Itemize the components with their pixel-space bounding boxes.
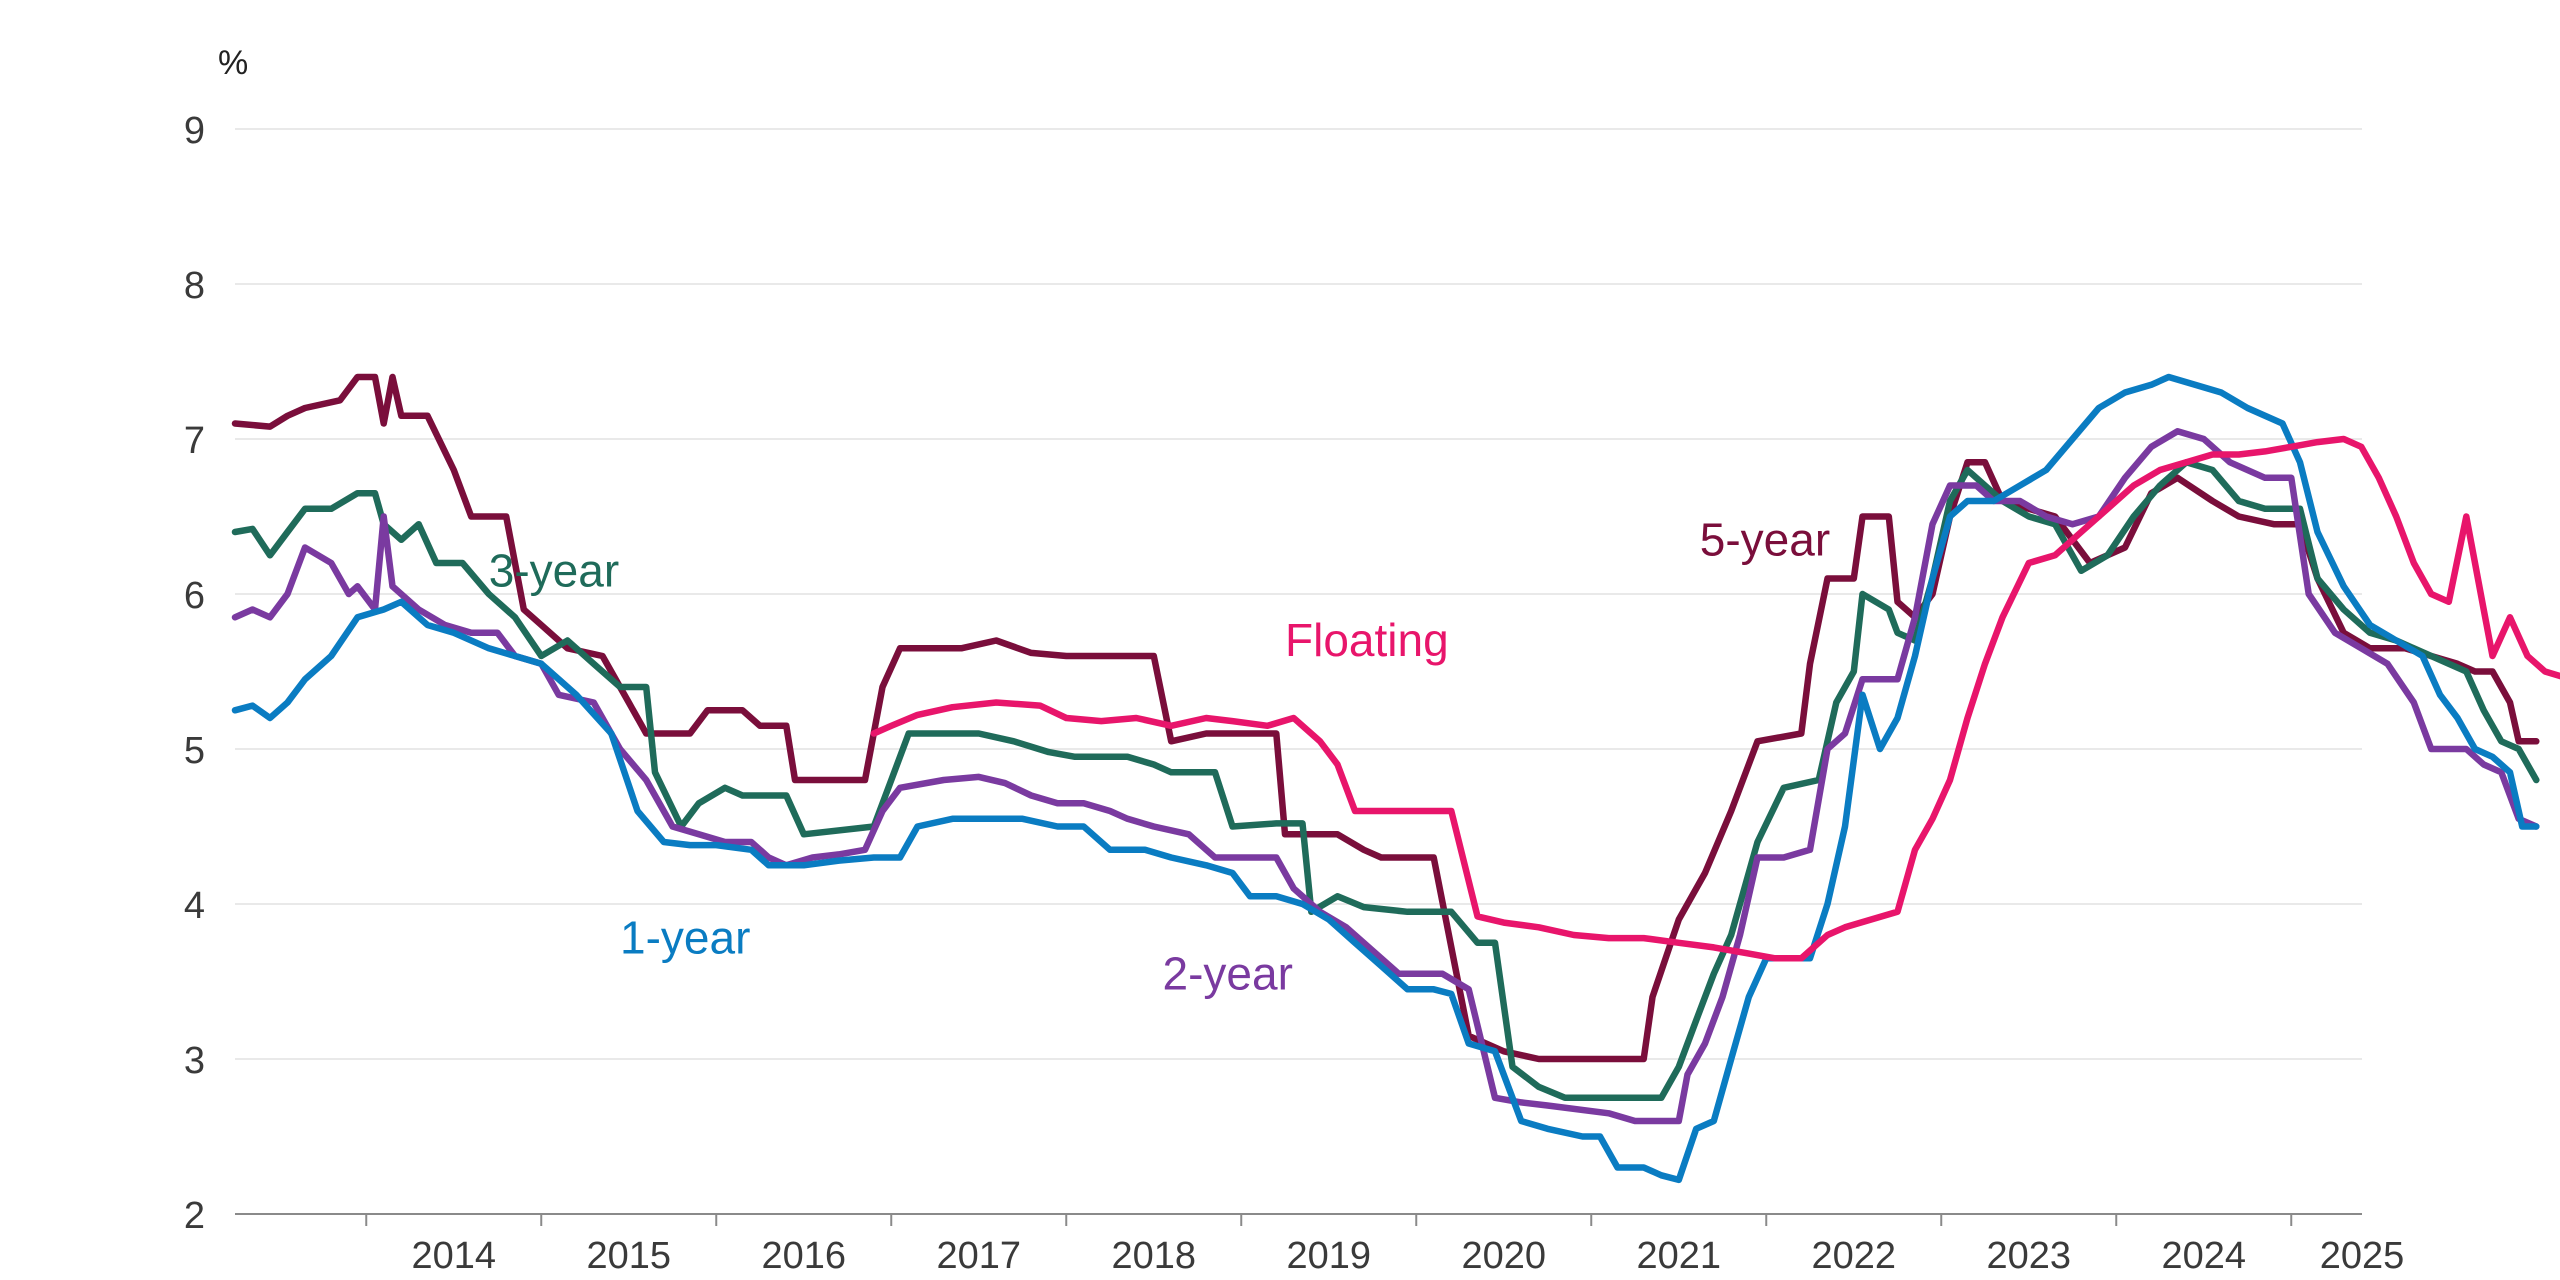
y-tick-label-9: 9 — [184, 110, 205, 152]
series-label-floating: Floating — [1285, 614, 1449, 666]
y-tick-labels: 2 3 4 5 6 7 8 9 — [184, 110, 205, 1237]
y-tick-label-3: 3 — [184, 1040, 205, 1082]
x-tick-label-2025: 2025 — [2320, 1235, 2405, 1277]
series-line-5-year — [231, 373, 2540, 1063]
y-tick-label-5: 5 — [184, 730, 205, 772]
y-tick-label-4: 4 — [184, 885, 205, 927]
x-tick-label-2019: 2019 — [1286, 1235, 1371, 1277]
x-tick-label-2021: 2021 — [1636, 1235, 1721, 1277]
y-tick-label-6: 6 — [184, 575, 205, 617]
x-tick-label-2024: 2024 — [2161, 1235, 2246, 1277]
y-tick-label-7: 7 — [184, 420, 205, 462]
x-tick-label-2017: 2017 — [936, 1235, 1021, 1277]
series-line-1-year — [231, 373, 2540, 1184]
x-tick-label-2022: 2022 — [1811, 1235, 1896, 1277]
x-tick-label-2014: 2014 — [411, 1235, 496, 1277]
x-tick-label-2016: 2016 — [761, 1235, 846, 1277]
series-lines — [231, 373, 2560, 1184]
x-tick-label-2020: 2020 — [1461, 1235, 1546, 1277]
y-tick-label-8: 8 — [184, 265, 205, 307]
x-ticks: 2014 2015 2016 2017 2018 2019 2020 2021 2022 2023… — [365, 1214, 2405, 1277]
y-unit-label: % — [218, 44, 248, 82]
series-label-5-year: 5-year — [1700, 513, 1830, 565]
x-tick-label-2015: 2015 — [586, 1235, 671, 1277]
x-tick-label-2018: 2018 — [1111, 1235, 1196, 1277]
series-labels: 5-year 3-year 2-year 1-year Floating — [489, 513, 1830, 999]
x-tick-label-2023: 2023 — [1986, 1235, 2071, 1277]
series-line-floating — [870, 435, 2560, 962]
series-label-3-year: 3-year — [489, 544, 619, 596]
y-gridlines — [235, 128, 2362, 1060]
series-label-1-year: 1-year — [620, 912, 750, 964]
series-label-2-year: 2-year — [1163, 947, 1293, 999]
series-line-2-year — [231, 428, 2540, 1125]
y-tick-label-2: 2 — [184, 1195, 205, 1237]
